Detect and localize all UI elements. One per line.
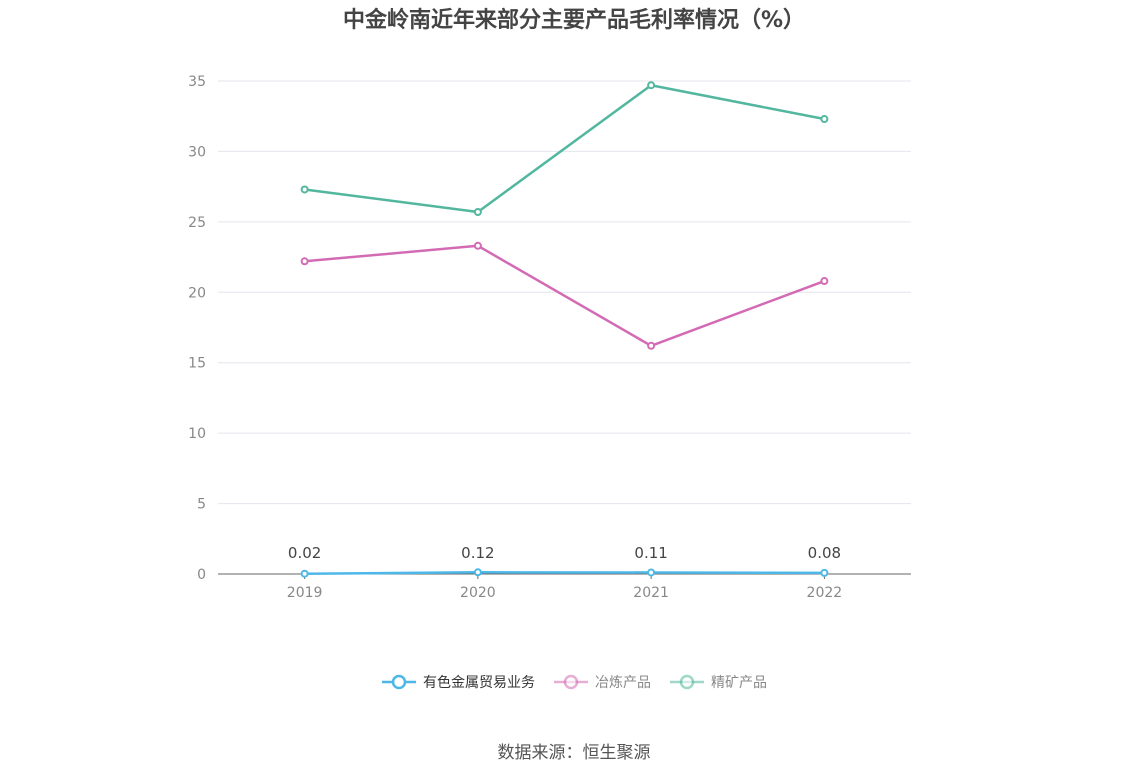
legend-marker-icon <box>554 674 588 690</box>
legend-label: 精矿产品 <box>711 675 767 691</box>
series-line <box>304 571 825 575</box>
y-tick-label: 0 <box>197 567 206 583</box>
x-tick-label: 2021 <box>633 585 669 601</box>
x-tick-label: 2022 <box>807 585 843 601</box>
data-labels: 0.02 0.12 0.11 0.08 <box>288 544 841 562</box>
axes: 0 5 10 15 20 25 30 35 2019 2020 2021 2022 <box>188 74 911 601</box>
legend-label: 有色金属贸易业务 <box>423 675 535 691</box>
grid-lines <box>218 80 911 505</box>
data-point[interactable] <box>473 207 482 216</box>
data-point[interactable] <box>300 185 309 194</box>
y-tick-label: 10 <box>188 426 206 442</box>
legend-item[interactable]: 精矿产品 <box>669 672 767 692</box>
data-point[interactable] <box>300 569 309 578</box>
data-point[interactable] <box>820 277 829 286</box>
y-tick-label: 25 <box>188 215 206 231</box>
data-point[interactable] <box>300 257 309 266</box>
data-point[interactable] <box>473 241 482 250</box>
data-point[interactable] <box>820 115 829 124</box>
x-tick-label: 2020 <box>460 585 496 601</box>
legend-item[interactable]: 有色金属贸易业务 <box>381 672 535 692</box>
x-tick-label: 2019 <box>287 585 323 601</box>
y-tick-label: 20 <box>188 285 206 301</box>
data-point[interactable] <box>473 568 482 577</box>
y-tick-label: 30 <box>188 144 206 160</box>
y-tick-label: 35 <box>188 74 206 90</box>
legend-marker-icon <box>382 674 416 690</box>
data-point[interactable] <box>820 568 829 577</box>
legend-label: 冶炼产品 <box>595 675 651 691</box>
series-lines <box>300 81 829 578</box>
data-label: 0.02 <box>288 544 321 562</box>
data-point[interactable] <box>647 568 656 577</box>
y-tick-label: 5 <box>197 497 206 513</box>
legend-item[interactable]: 冶炼产品 <box>553 672 651 692</box>
legend-marker-icon <box>670 674 704 690</box>
data-point[interactable] <box>647 341 656 350</box>
legend: 有色金属贸易业务 冶炼产品 精矿产品 <box>0 672 1148 692</box>
series-line <box>304 244 825 348</box>
chart-title: 中金岭南近年来部分主要产品毛利率情况（%） <box>342 8 806 33</box>
data-point[interactable] <box>647 81 656 90</box>
series-line <box>304 83 825 214</box>
data-label: 0.11 <box>634 544 667 562</box>
data-label: 0.08 <box>808 544 841 562</box>
y-tick-label: 15 <box>188 356 206 372</box>
data-source: 数据来源：恒生聚源 <box>497 743 651 763</box>
data-label: 0.12 <box>461 544 494 562</box>
